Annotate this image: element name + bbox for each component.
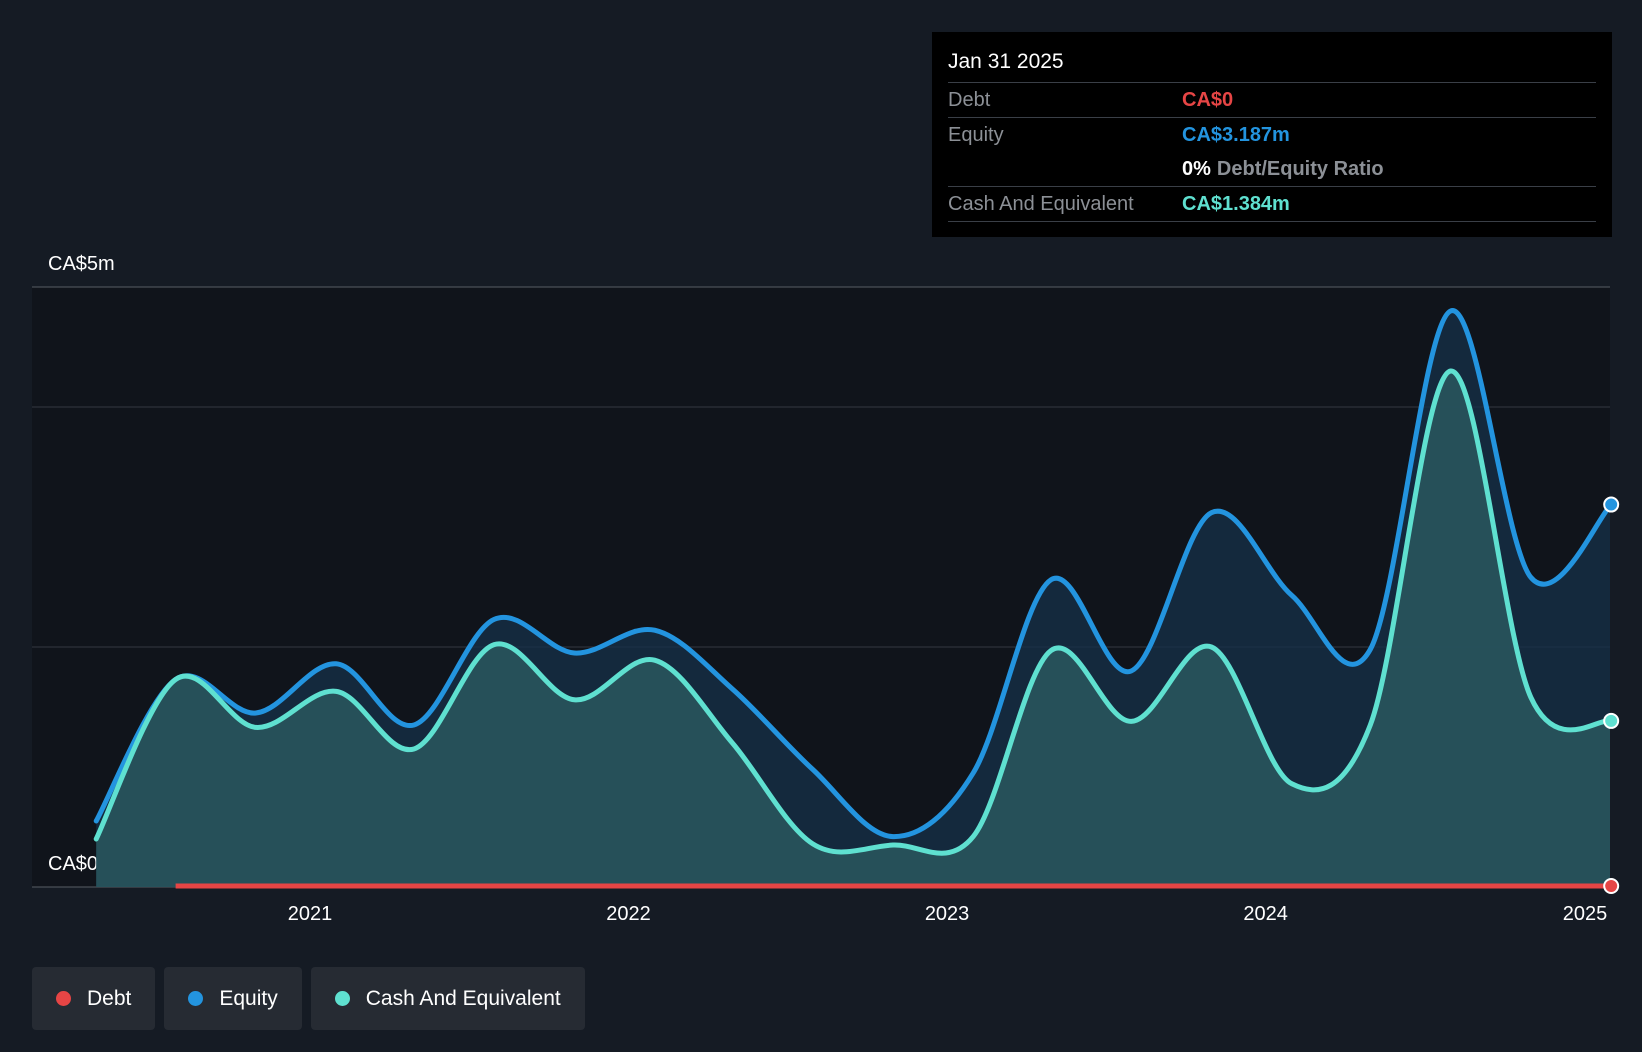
cash-and-equivalent-end-marker <box>1603 712 1620 729</box>
tooltip-row-cash: Cash And Equivalent CA$1.384m <box>948 186 1596 222</box>
equity-end-marker <box>1603 496 1620 513</box>
legend: Debt Equity Cash And Equivalent <box>32 967 585 1030</box>
cash-and-equivalent-area <box>96 370 1610 887</box>
legend-dot-equity <box>188 991 204 1006</box>
tooltip-panel: Jan 31 2025 Debt CA$0 Equity CA$3.187m 0… <box>932 32 1612 237</box>
tooltip-equity-value: CA$3.187m <box>1182 123 1290 146</box>
tooltip-row-equity: Equity CA$3.187m <box>948 117 1596 152</box>
legend-item-equity[interactable]: Equity <box>164 967 302 1030</box>
tooltip-debt-value: CA$0 <box>1182 88 1234 111</box>
x-tick-label: 2025 <box>1563 903 1608 925</box>
tooltip-row-debt: Debt CA$0 <box>948 82 1596 117</box>
legend-label-cash: Cash And Equivalent <box>365 986 561 1010</box>
x-tick-label: 2021 <box>288 903 333 925</box>
debt-end-marker <box>1603 878 1620 894</box>
series-layer <box>93 308 1610 889</box>
legend-dot-debt <box>56 991 71 1006</box>
cash-and-equivalent-line <box>93 368 1610 856</box>
y-axis-bottom-label: CA$0 <box>48 853 98 875</box>
legend-dot-cash <box>334 991 350 1006</box>
tooltip-ratio-percent: 0% <box>1182 157 1211 180</box>
equity-line <box>93 308 1610 840</box>
x-axis-ticks: 2021 2022 2023 2024 2025 <box>288 903 1608 925</box>
end-markers <box>1603 496 1620 894</box>
tooltip-equity-label: Equity <box>948 123 1004 146</box>
legend-label-equity: Equity <box>219 986 278 1010</box>
x-tick-label: 2023 <box>925 903 970 925</box>
y-axis-top-label: CA$5m <box>48 253 115 275</box>
legend-item-cash[interactable]: Cash And Equivalent <box>310 967 585 1030</box>
tooltip-row-ratio: 0% Debt/Equity Ratio <box>948 152 1596 186</box>
legend-label-debt: Debt <box>87 986 132 1010</box>
tooltip-cash-label: Cash And Equivalent <box>948 192 1134 215</box>
x-tick-label: 2022 <box>606 903 651 925</box>
x-tick-label: 2024 <box>1243 903 1288 925</box>
legend-item-debt[interactable]: Debt <box>32 967 156 1030</box>
tooltip-cash-value: CA$1.384m <box>1182 192 1290 215</box>
tooltip-date: Jan 31 2025 <box>948 50 1064 73</box>
tooltip-debt-label: Debt <box>948 88 991 111</box>
tooltip-ratio-label: Debt/Equity Ratio <box>1216 157 1384 180</box>
